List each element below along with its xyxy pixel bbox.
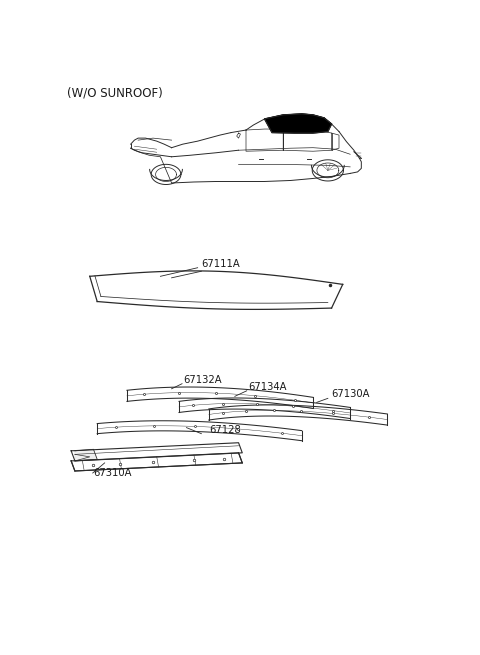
Text: (W/O SUNROOF): (W/O SUNROOF): [67, 86, 163, 99]
Text: 67128: 67128: [209, 424, 240, 435]
Polygon shape: [75, 449, 97, 461]
Text: 67111A: 67111A: [202, 259, 240, 269]
Text: 67134A: 67134A: [248, 382, 287, 392]
Text: 67132A: 67132A: [183, 375, 221, 384]
Polygon shape: [264, 114, 332, 133]
Text: 67130A: 67130A: [332, 389, 370, 400]
Text: 67310A: 67310A: [94, 468, 132, 477]
